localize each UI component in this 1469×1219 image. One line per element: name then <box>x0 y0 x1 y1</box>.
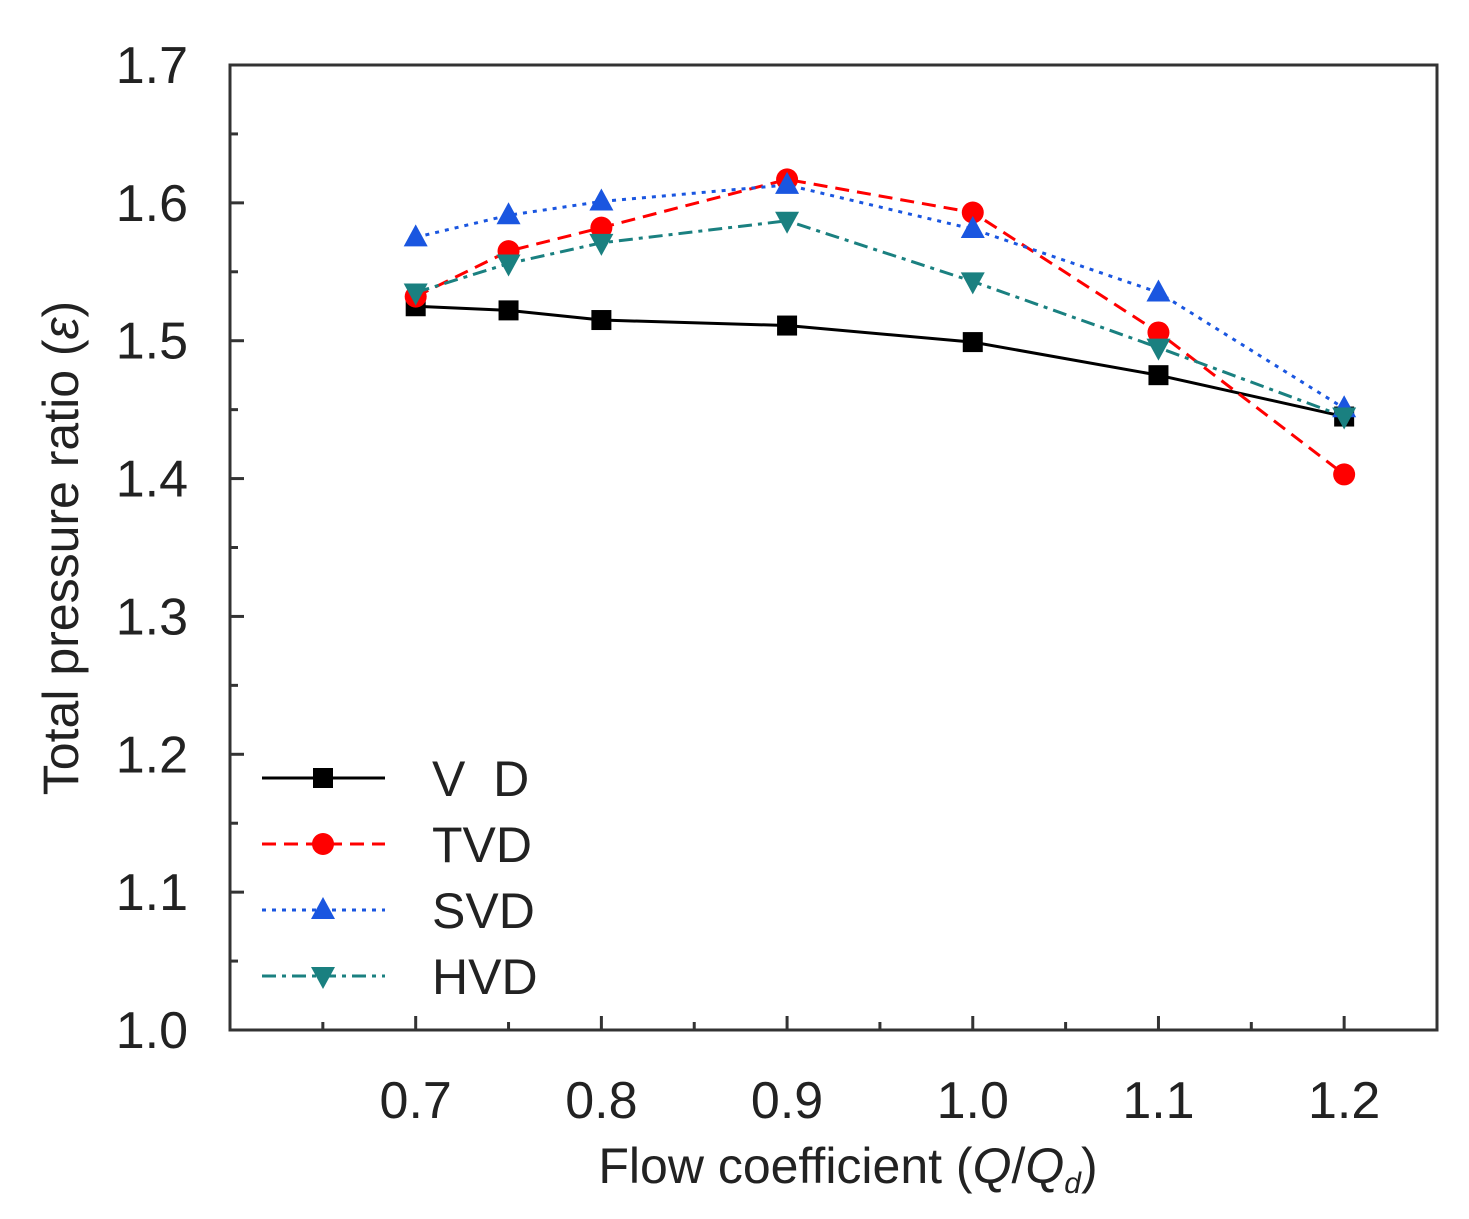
data-point <box>498 300 519 321</box>
data-point <box>591 310 612 331</box>
axis-tick-labels: 1.0 1.1 1.2 1.3 1.4 1.5 1.6 1.7 0.7 0.8 0.9 1.0 1.1 1… <box>116 37 1381 1130</box>
data-point <box>1147 321 1170 344</box>
data-point <box>1146 338 1171 361</box>
legend: V D TVD SVD HVD <box>262 751 538 1005</box>
data-point <box>1148 365 1169 386</box>
series-3 <box>403 171 1357 418</box>
legend-item: HVD <box>262 949 538 1005</box>
data-point <box>960 272 985 295</box>
legend-label: TVD <box>432 817 532 873</box>
data-point <box>1332 407 1357 430</box>
legend-marker <box>313 768 333 788</box>
x-tick-label: 1.0 <box>937 1072 1009 1130</box>
x-tick-label: 1.1 <box>1122 1072 1194 1130</box>
y-tick-label: 1.6 <box>116 175 188 233</box>
y-tick-label: 1.2 <box>116 726 188 784</box>
data-series <box>403 168 1357 486</box>
data-point <box>777 315 798 336</box>
data-point <box>775 211 800 234</box>
data-point <box>1333 463 1356 486</box>
legend-label: V D <box>432 751 529 807</box>
data-point <box>962 332 983 353</box>
series-line <box>415 177 1346 476</box>
y-tick-label: 1.5 <box>116 313 188 371</box>
y-axis-title: Total pressure ratio (ε) <box>33 301 89 795</box>
y-tick-label: 1.4 <box>116 451 188 509</box>
data-point <box>1146 279 1171 302</box>
x-tick-label: 1.2 <box>1308 1072 1380 1130</box>
data-point <box>961 201 984 224</box>
series-2 <box>404 168 1356 486</box>
x-tick-label: 0.7 <box>380 1072 452 1130</box>
series-line <box>415 219 1345 418</box>
legend-item: TVD <box>262 817 532 873</box>
legend-item: SVD <box>262 883 535 939</box>
series-4 <box>403 211 1357 430</box>
series-line <box>415 304 1345 418</box>
y-tick-label: 1.0 <box>116 1002 188 1060</box>
y-tick-label: 1.3 <box>116 588 188 646</box>
y-tick-label: 1.7 <box>116 37 188 95</box>
data-point <box>960 216 985 239</box>
data-point <box>775 171 800 194</box>
legend-item: V D <box>262 751 529 807</box>
plot-frame <box>228 63 1439 1032</box>
legend-label: HVD <box>432 949 538 1005</box>
data-point <box>589 188 614 211</box>
x-tick-label: 0.8 <box>565 1072 637 1130</box>
data-point <box>590 216 613 239</box>
x-tick-label: 0.9 <box>751 1072 823 1130</box>
data-point <box>496 202 521 225</box>
axis-ticks <box>230 63 1346 1032</box>
data-point <box>589 233 614 256</box>
legend-marker <box>311 897 335 919</box>
series-1 <box>405 296 1355 427</box>
legend-label: SVD <box>432 883 535 939</box>
data-point <box>403 283 428 306</box>
y-tick-label: 1.1 <box>116 864 188 922</box>
data-point <box>403 224 428 247</box>
x-axis-title: Flow coefficient (Q/Qd) <box>598 1138 1097 1200</box>
legend-marker <box>311 967 335 989</box>
data-point <box>496 254 521 277</box>
legend-marker <box>312 833 334 855</box>
series-line <box>415 183 1345 410</box>
